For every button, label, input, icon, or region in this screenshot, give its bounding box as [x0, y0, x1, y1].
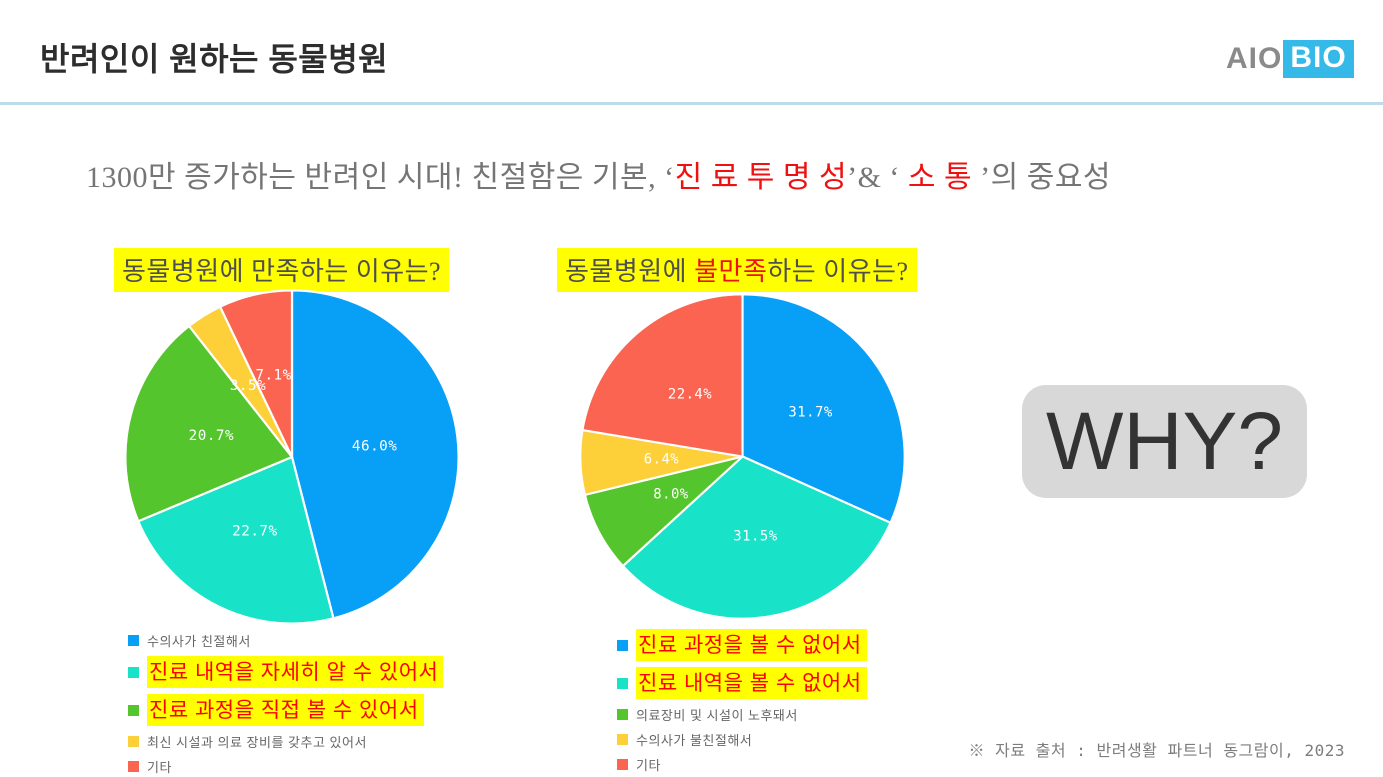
legend-item: 수의사가 친절해서	[128, 631, 443, 650]
chart-title-dissatisfaction: 동물병원에 불만족하는 이유는?	[557, 248, 917, 292]
legend-item: 기타	[617, 755, 867, 774]
pie-chart-satisfaction: 46.0% 22.7% 20.7% 3.5% 7.1%	[122, 287, 462, 627]
legend-label: 수의사가 친절해서	[147, 634, 251, 649]
pie-slice	[741, 293, 906, 524]
legend-item: 진료 과정을 볼 수 없어서	[617, 629, 867, 661]
text-part: 동물병원에	[565, 257, 695, 286]
pie-slice	[621, 455, 892, 620]
legend-swatch	[617, 709, 628, 720]
legend-swatch	[128, 635, 139, 646]
text-part: ’& ‘	[847, 161, 908, 194]
logo-text-aio: AIO	[1226, 42, 1283, 75]
legend-label: 수의사가 불친절해서	[636, 733, 753, 748]
legend-item: 진료 내역을 볼 수 없어서	[617, 667, 867, 699]
legend-swatch	[128, 666, 139, 678]
pie-slice-label: 22.4%	[668, 387, 712, 403]
legend-item: 의료장비 및 시설이 노후돼서	[617, 705, 867, 724]
legend-swatch	[128, 736, 139, 747]
text-part: 소 통	[907, 161, 973, 194]
logo-text-bio: BIO	[1283, 40, 1354, 78]
legend-label: 기타	[636, 758, 661, 773]
source-note: ※ 자료 출처 : 반려생활 파트너 동그람이, 2023	[968, 741, 1345, 760]
legend-swatch	[617, 759, 628, 770]
pie-slice-label: 22.7%	[232, 524, 278, 540]
legend-label: 최신 시설과 의료 장비를 갖추고 있어서	[147, 735, 367, 750]
legend-swatch	[128, 761, 139, 772]
pie-slice-label: 7.1%	[255, 368, 291, 384]
pie-slice	[581, 293, 744, 458]
legend-item: 기타	[128, 757, 443, 776]
text-part: 1300만 증가하는 반려인 시대! 친절함은 기본, ‘	[86, 161, 675, 194]
aiobio-logo: AIO BIO	[1226, 40, 1354, 78]
pie-slice-label: 3.5%	[230, 378, 266, 394]
text-part: 동물병원에 만족하는 이유는?	[122, 257, 442, 286]
why-box: WHY?	[1022, 385, 1307, 498]
pie-slice-label: 8.0%	[653, 487, 689, 503]
legend-label: 진료 내역을 자세히 알 수 있어서	[147, 656, 444, 688]
legend-item: 수의사가 불친절해서	[617, 730, 867, 749]
legend-label: 의료장비 및 시설이 노후돼서	[636, 708, 798, 723]
pie-slice-label: 6.4%	[644, 452, 680, 468]
legend-label: 진료 과정을 직접 볼 수 있어서	[147, 694, 424, 726]
legend-item: 진료 과정을 직접 볼 수 있어서	[128, 694, 443, 726]
text-part: 하는 이유는?	[767, 257, 909, 286]
legend-item: 최신 시설과 의료 장비를 갖추고 있어서	[128, 732, 443, 751]
legend-label: 진료 과정을 볼 수 없어서	[636, 629, 867, 661]
legend-label: 진료 내역을 볼 수 없어서	[636, 667, 867, 699]
pie-slice-label: 46.0%	[352, 439, 398, 455]
pie-slice	[137, 455, 335, 625]
pie-slice-label: 31.5%	[733, 529, 777, 545]
pie-slice	[219, 289, 294, 459]
chart-title-satisfaction: 동물병원에 만족하는 이유는?	[114, 248, 450, 292]
text-part: 진 료 투 명 성	[674, 161, 848, 194]
legend-item: 진료 내역을 자세히 알 수 있어서	[128, 656, 444, 688]
pie-slice	[290, 289, 460, 620]
legend-label: 기타	[147, 760, 172, 775]
subtitle: 1300만 증가하는 반려인 시대! 친절함은 기본, ‘진 료 투 명 성’&…	[86, 152, 1111, 196]
text-part: ’의 중요성	[972, 161, 1112, 194]
legend-swatch	[617, 639, 628, 651]
why-text: WHY?	[1046, 395, 1283, 487]
pie-slice	[124, 324, 294, 523]
text-part: 불만족	[694, 257, 768, 286]
pie-slice-label: 20.7%	[189, 428, 234, 444]
header-divider	[0, 102, 1383, 105]
legend-swatch	[617, 734, 628, 745]
legend-swatch	[617, 677, 628, 689]
pie-chart-dissatisfaction: 31.7% 31.5% 8.0% 6.4% 22.4%	[577, 291, 908, 622]
page-title: 반려인이 원하는 동물병원	[40, 41, 389, 77]
legend-swatch	[128, 704, 139, 716]
pie-slice-label: 31.7%	[788, 404, 832, 420]
